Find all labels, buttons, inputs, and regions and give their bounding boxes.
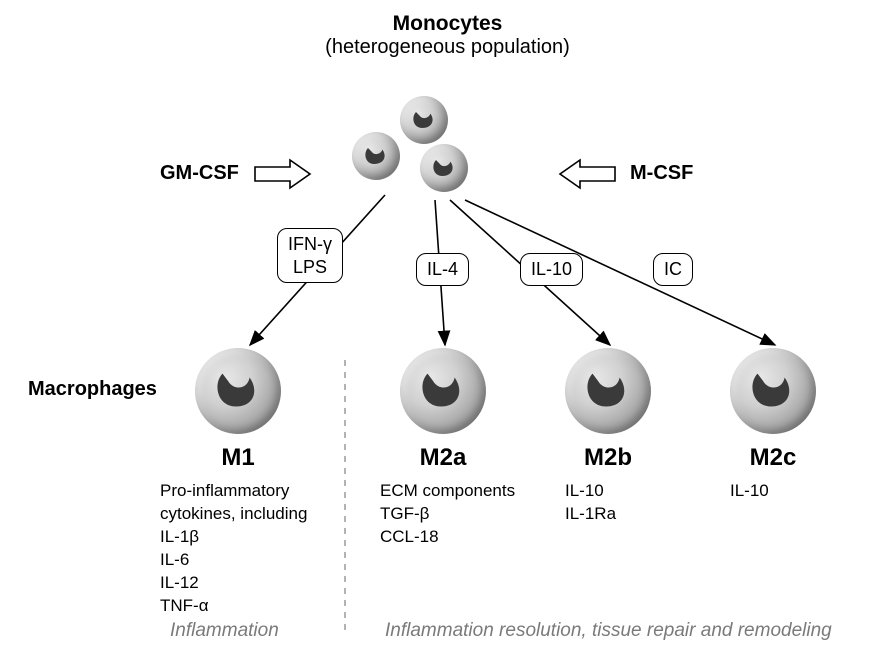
monocyte-cell <box>352 132 400 180</box>
stim-line: IL-4 <box>427 258 458 281</box>
stim-box-m2a: IL-4 <box>416 253 469 286</box>
product-line: IL-1Ra <box>565 503 685 526</box>
stim-line: IC <box>664 258 682 281</box>
product-line: IL-6 <box>160 549 340 572</box>
monocyte-cell <box>400 96 448 144</box>
header-subtitle: (heterogeneous population) <box>0 36 895 59</box>
stim-line: IFN-γ <box>288 233 332 256</box>
macrophage-cell-m2c <box>730 348 816 434</box>
product-line: Pro-inflammatory <box>160 480 340 503</box>
phenotype-right: Inflammation resolution, tissue repair a… <box>385 620 832 642</box>
stim-line: LPS <box>288 256 332 279</box>
macrophage-cell-m1 <box>195 348 281 434</box>
macro-name-m2a: M2a <box>400 444 486 472</box>
macro-name-m1: M1 <box>195 444 281 472</box>
macro-name-m2b: M2b <box>565 444 651 472</box>
products-m2b: IL-10 IL-1Ra <box>565 480 685 526</box>
product-line: TNF-α <box>160 595 340 618</box>
m-csf-label: M-CSF <box>630 162 693 185</box>
macro-name-m2c: M2c <box>730 444 816 472</box>
header-title: Monocytes <box>0 12 895 36</box>
product-line: IL-10 <box>565 480 685 503</box>
products-m2a: ECM components TGF-β CCL-18 <box>380 480 550 549</box>
gmcsf-arrow-icon <box>255 160 310 188</box>
gm-csf-label: GM-CSF <box>160 162 239 185</box>
product-line: CCL-18 <box>380 526 550 549</box>
mcsf-arrow-icon <box>560 160 615 188</box>
macrophage-cell-m2b <box>565 348 651 434</box>
product-line: ECM components <box>380 480 550 503</box>
macrophages-label: Macrophages <box>28 378 157 401</box>
product-line: IL-1β <box>160 526 340 549</box>
stim-box-m2b: IL-10 <box>520 253 583 286</box>
products-m2c: IL-10 <box>730 480 850 503</box>
arrow-m2c <box>465 200 775 345</box>
overlay-svg <box>0 0 895 662</box>
product-line: TGF-β <box>380 503 550 526</box>
stim-box-m2c: IC <box>653 253 693 286</box>
product-line: cytokines, including <box>160 503 340 526</box>
product-line: IL-12 <box>160 572 340 595</box>
stim-box-m1: IFN-γ LPS <box>277 228 343 283</box>
stim-line: IL-10 <box>531 258 572 281</box>
product-line: IL-10 <box>730 480 850 503</box>
macrophage-cell-m2a <box>400 348 486 434</box>
products-m1: Pro-inflammatory cytokines, including IL… <box>160 480 340 618</box>
phenotype-left: Inflammation <box>170 620 279 642</box>
monocyte-cell <box>420 144 468 192</box>
